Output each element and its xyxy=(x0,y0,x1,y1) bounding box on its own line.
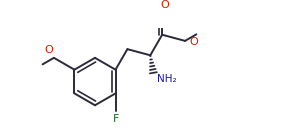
Text: O: O xyxy=(189,37,198,47)
Text: F: F xyxy=(113,114,120,124)
Text: O: O xyxy=(44,45,53,55)
Text: NH₂: NH₂ xyxy=(157,74,176,84)
Text: O: O xyxy=(160,0,169,10)
